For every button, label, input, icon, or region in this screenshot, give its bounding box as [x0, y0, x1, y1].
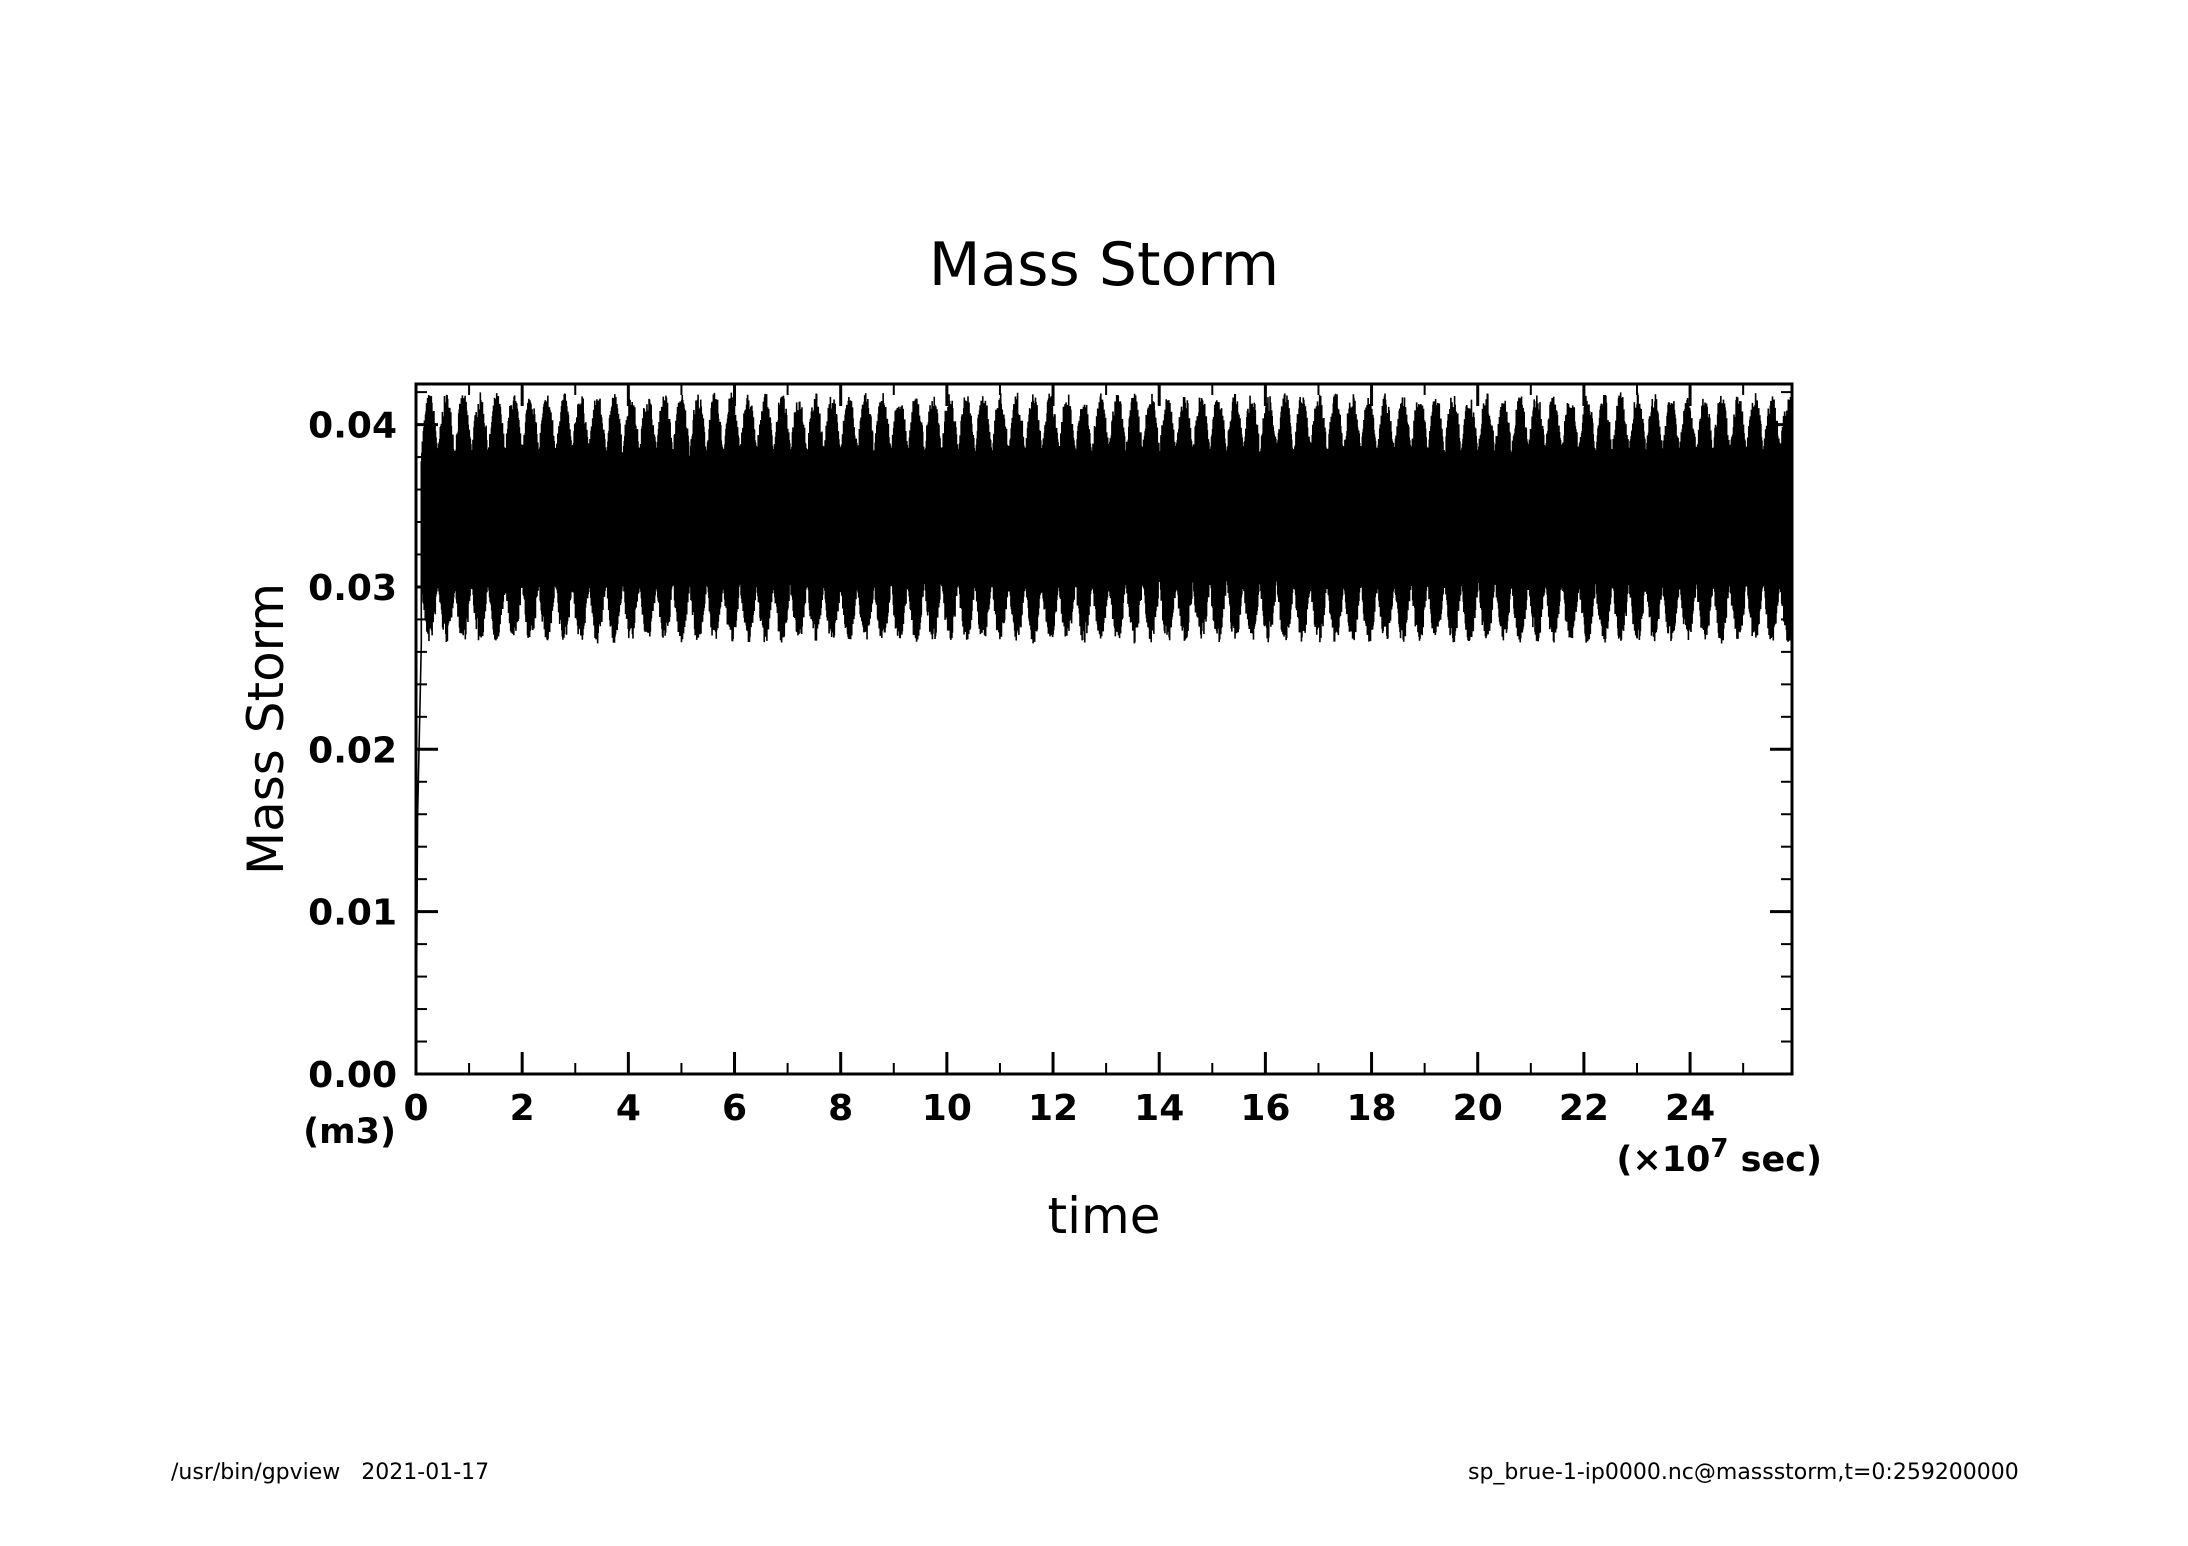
x-unit-suffix: sec) — [1729, 1140, 1823, 1180]
footer-right-info: sp_brue-1-ip0000.nc@massstorm,t=0:259200… — [1468, 1460, 2019, 1485]
series-line-group — [415, 392, 1793, 1075]
y-tick-label: 0.02 — [308, 730, 397, 771]
x-axis-label: time — [1048, 1187, 1161, 1245]
x-unit-prefix: (×10 — [1616, 1140, 1710, 1180]
x-tick-label: 0 — [403, 1088, 428, 1129]
x-tick-label: 4 — [616, 1088, 641, 1129]
x-tick-label: 24 — [1665, 1088, 1715, 1129]
x-tick-label: 20 — [1453, 1088, 1503, 1129]
y-tick-label: 0.00 — [308, 1055, 397, 1096]
x-tick-label: 18 — [1347, 1088, 1397, 1129]
chart-title: Mass Storm — [929, 230, 1280, 300]
y-unit-label: (m3) — [303, 1112, 396, 1152]
y-tick-label: 0.03 — [308, 568, 397, 609]
x-tick-label: 8 — [828, 1088, 853, 1129]
axis-ticks: 0 2 4 6 8 10 12 14 16 18 20 22 240.000.010.020.030.0… — [308, 384, 1792, 1129]
x-tick-label: 22 — [1559, 1088, 1609, 1129]
x-tick-label: 10 — [922, 1088, 972, 1129]
y-tick-label: 0.04 — [308, 406, 397, 447]
x-tick-label: 14 — [1134, 1088, 1184, 1129]
plot-frame — [414, 382, 1794, 1076]
y-axis-label: Mass Storm — [237, 583, 295, 875]
x-tick-label: 12 — [1028, 1088, 1078, 1129]
x-unit-label: (×107 sec) — [1616, 1134, 1822, 1180]
x-tick-label: 6 — [722, 1088, 747, 1129]
footer-left-info: /usr/bin/gpview 2021-01-17 — [171, 1460, 490, 1485]
x-tick-label: 2 — [510, 1088, 535, 1129]
y-tick-label: 0.01 — [308, 893, 397, 934]
x-tick-label: 16 — [1240, 1088, 1290, 1129]
series-line-massstorm — [415, 392, 1793, 1075]
x-unit-exponent: 7 — [1710, 1134, 1728, 1164]
